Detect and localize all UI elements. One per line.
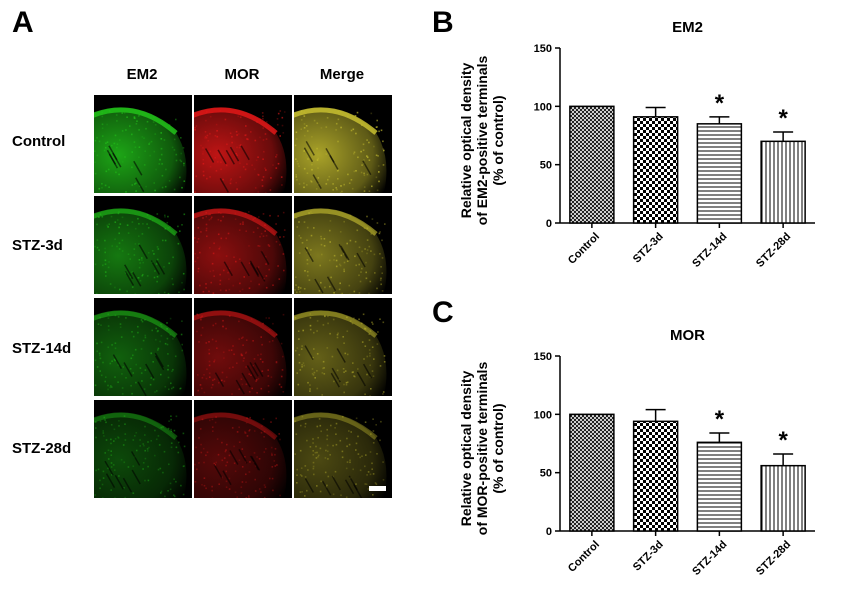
y-tick-label: 50 <box>540 160 552 172</box>
bar-stz-14d <box>696 441 743 532</box>
micrograph-em2-stz-28d <box>94 400 192 498</box>
y-tick-label: 100 <box>534 101 552 113</box>
y-tick-label: 100 <box>534 409 552 421</box>
y-axis-label-line: (% of control) <box>490 403 506 493</box>
panel-c-letter: C <box>432 296 454 329</box>
y-tick-label: 150 <box>534 351 552 363</box>
bar-stz-3d <box>632 116 679 224</box>
x-tick-label: STZ-28d <box>754 539 793 578</box>
y-axis-label-line: of EM2-positive terminals <box>474 55 490 225</box>
x-tick-label: STZ-14d <box>690 231 729 270</box>
chart-title: MOR <box>670 327 705 344</box>
scale-bar <box>369 486 386 491</box>
em2-bar-chart: EM2 Relative optical density of EM2-positi… <box>458 19 815 270</box>
significance-marker: * <box>715 406 725 433</box>
micrograph-mor-stz-14d <box>194 298 292 396</box>
y-axis-label-line: (% of control) <box>490 95 506 185</box>
y-tick-label: 150 <box>534 43 552 55</box>
y-tick-label: 50 <box>540 468 552 480</box>
micrograph-merge-stz-3d <box>294 196 392 294</box>
significance-marker: * <box>715 90 725 117</box>
bar-stz-14d <box>696 123 743 224</box>
row-header-stz-14d: STZ-14d <box>12 340 72 357</box>
row-header-stz-28d: STZ-28d <box>12 440 72 457</box>
significance-marker: * <box>778 427 788 454</box>
panel-a-letter: A <box>12 6 34 39</box>
bar-stz-28d <box>760 140 806 224</box>
micrograph-mor-stz-3d <box>194 196 292 294</box>
significance-marker: * <box>778 105 788 132</box>
mor-bar-chart: MOR Relative optical density of MOR-positi… <box>458 327 815 578</box>
micrograph-em2-control <box>94 95 192 193</box>
y-axis-label-line: Relative optical density <box>458 62 474 218</box>
bar-stz-28d <box>760 464 806 532</box>
y-tick-label: 0 <box>546 218 552 230</box>
micrograph-merge-stz-14d <box>294 298 392 396</box>
bar-control <box>569 413 615 532</box>
row-header-stz-3d: STZ-3d <box>12 237 63 254</box>
micrograph-merge-control <box>294 95 392 193</box>
x-tick-label: Control <box>566 231 602 267</box>
bar-control <box>569 105 615 224</box>
panel-b-letter: B <box>432 6 454 39</box>
x-tick-label: STZ-3d <box>631 539 666 574</box>
x-tick-label: Control <box>566 539 602 575</box>
x-tick-label: STZ-14d <box>690 539 729 578</box>
chart-title: EM2 <box>672 19 703 36</box>
column-header-mor: MOR <box>224 66 260 83</box>
column-header-em2: EM2 <box>126 66 158 83</box>
micrograph-mor-control <box>194 95 292 193</box>
column-header-merge: Merge <box>319 66 365 83</box>
bar-stz-3d <box>632 420 679 532</box>
micrograph-em2-stz-3d <box>94 196 192 294</box>
micrograph-mor-stz-28d <box>194 400 292 498</box>
row-header-control: Control <box>12 133 66 150</box>
y-axis-label-line: of MOR-positive terminals <box>474 362 490 536</box>
x-tick-label: STZ-3d <box>631 231 666 266</box>
micrograph-merge-stz-28d <box>294 400 392 498</box>
y-tick-label: 0 <box>546 526 552 538</box>
micrograph-em2-stz-14d <box>94 298 192 396</box>
x-tick-label: STZ-28d <box>754 231 793 270</box>
y-axis-label-line: Relative optical density <box>458 370 474 526</box>
